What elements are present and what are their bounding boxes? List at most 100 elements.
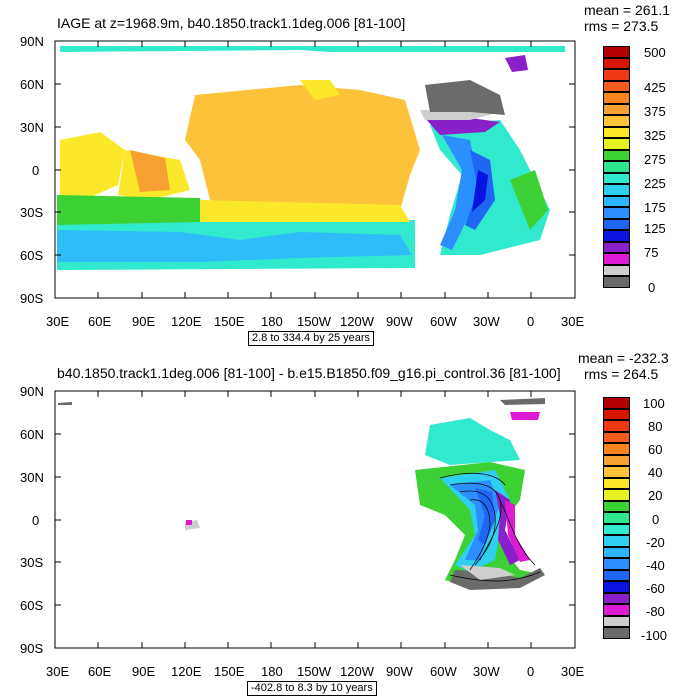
panel2-colorbar-label: 60: [648, 442, 663, 457]
colorbar-swatch: [603, 103, 630, 115]
panel2-xlabel: 60W: [430, 664, 457, 679]
colorbar-swatch: [603, 500, 630, 512]
panel2-xlabel: 90W: [386, 664, 413, 679]
panel1-xlabel: 60E: [88, 314, 112, 329]
panel1-ocean-fill: [57, 46, 565, 270]
colorbar-swatch: [603, 241, 630, 253]
colorbar-swatch: [603, 397, 630, 409]
panel1-ylabel: 30N: [20, 120, 44, 135]
panel1-colorbar-label: 0: [648, 280, 656, 295]
colorbar-swatch: [603, 264, 630, 276]
panel2-range-label: -402.8 to 8.3 by 10 years: [247, 681, 377, 696]
panel1-rms: rms = 273.5: [584, 18, 659, 34]
colorbar-swatch: [603, 80, 630, 92]
colorbar-swatch: [603, 454, 630, 466]
panel2-xlabel: 90E: [132, 664, 156, 679]
colorbar-swatch: [603, 512, 630, 524]
panel2-xlabel: 120E: [171, 664, 202, 679]
panel1-xlabel: 90E: [132, 314, 156, 329]
colorbar-swatch: [603, 115, 630, 127]
colorbar-swatch: [603, 218, 630, 230]
colorbar-swatch: [603, 195, 630, 207]
panel1-xlabel: 90W: [386, 314, 413, 329]
colorbar-swatch: [603, 161, 630, 173]
panel1-xlabel: 120W: [340, 314, 374, 329]
colorbar-swatch: [603, 138, 630, 150]
colorbar-swatch: [603, 604, 630, 616]
colorbar-swatch: [603, 420, 630, 432]
panel1-ylabel: 60S: [20, 248, 44, 263]
panel2-ylabel: 90N: [20, 384, 44, 399]
colorbar-swatch: [603, 69, 630, 81]
panel1-ylabel: 30S: [20, 205, 44, 220]
panel1-ylabel: 0: [32, 163, 40, 178]
panel1-xlabel: 120E: [171, 314, 202, 329]
colorbar-swatch: [603, 546, 630, 558]
panel1-xlabel: 0: [527, 314, 535, 329]
panel2-colorbar: [603, 397, 630, 639]
panel2-ylabel: 60N: [20, 427, 44, 442]
colorbar-swatch: [603, 535, 630, 547]
colorbar-swatch: [603, 615, 630, 627]
panel2-colorbar-label: -40: [646, 558, 665, 573]
panel2-xlabel: 30W: [473, 664, 500, 679]
panel2-colorbar-label: -20: [646, 535, 665, 550]
colorbar-swatch: [603, 489, 630, 501]
colorbar-swatch: [603, 408, 630, 420]
panel2-colorbar-label: -80: [646, 604, 665, 619]
panel2-colorbar-label: 40: [648, 465, 663, 480]
colorbar-swatch: [603, 431, 630, 443]
panel2-xlabel: 120W: [340, 664, 374, 679]
panel1-title: IAGE at z=1968.9m, b40.1850.track1.1deg.…: [57, 15, 406, 31]
panel1-colorbar-label: 500: [644, 45, 666, 60]
panel1-colorbar-label: 175: [644, 200, 666, 215]
panel2-xlabel: 150E: [214, 664, 245, 679]
colorbar-swatch: [603, 149, 630, 161]
colorbar-swatch: [603, 230, 630, 242]
panel2-colorbar-label: -100: [641, 628, 668, 643]
panel2-colorbar-label: 80: [648, 419, 663, 434]
panel2-colorbar-label: -60: [646, 581, 665, 596]
colorbar-swatch: [603, 57, 630, 69]
colorbar-swatch: [603, 523, 630, 535]
panel2-ylabel: 30N: [20, 470, 44, 485]
panel1-ylabel: 90S: [20, 291, 44, 306]
panel2-ocean-fill: [58, 398, 545, 590]
panel2-ylabel: 90S: [20, 641, 44, 656]
panel1-xlabel: 150W: [297, 314, 331, 329]
colorbar-swatch: [603, 477, 630, 489]
panel2-colorbar-label: 20: [648, 488, 663, 503]
colorbar-swatch: [603, 46, 630, 58]
panel2-xlabel: 30E: [46, 664, 70, 679]
panel1-colorbar-label: 75: [644, 245, 659, 260]
panel1-colorbar-label: 375: [644, 104, 666, 119]
panel2-ylabel: 30S: [20, 555, 44, 570]
panel1-colorbar: [603, 46, 630, 288]
panel1-colorbar-label: 425: [644, 80, 666, 95]
panel1-xlabel: 150E: [214, 314, 245, 329]
panel1-colorbar-label: 275: [644, 152, 666, 167]
panel2-title: b40.1850.track1.1deg.006 [81-100] - b.e1…: [57, 365, 561, 381]
colorbar-swatch: [603, 172, 630, 184]
colorbar-swatch: [603, 92, 630, 104]
colorbar-swatch: [603, 184, 630, 196]
colorbar-swatch: [603, 276, 630, 288]
panel1-xlabel: 180: [261, 314, 283, 329]
panel1-xlabel: 30E: [561, 314, 585, 329]
colorbar-swatch: [603, 443, 630, 455]
colorbar-swatch: [603, 569, 630, 581]
panel2-ylabel: 0: [32, 513, 40, 528]
colorbar-swatch: [603, 592, 630, 604]
panel2-contours: [439, 472, 541, 582]
panel1-colorbar-label: 325: [644, 128, 666, 143]
colorbar-swatch: [603, 466, 630, 478]
panel1-ylabel: 60N: [20, 77, 44, 92]
panel2-xlabel: 150W: [297, 664, 331, 679]
colorbar-swatch: [603, 581, 630, 593]
colorbar-swatch: [603, 558, 630, 570]
panel1-xlabel: 30W: [473, 314, 500, 329]
panel2-colorbar-label: 100: [643, 396, 665, 411]
panel1-colorbar-label: 125: [644, 221, 666, 236]
